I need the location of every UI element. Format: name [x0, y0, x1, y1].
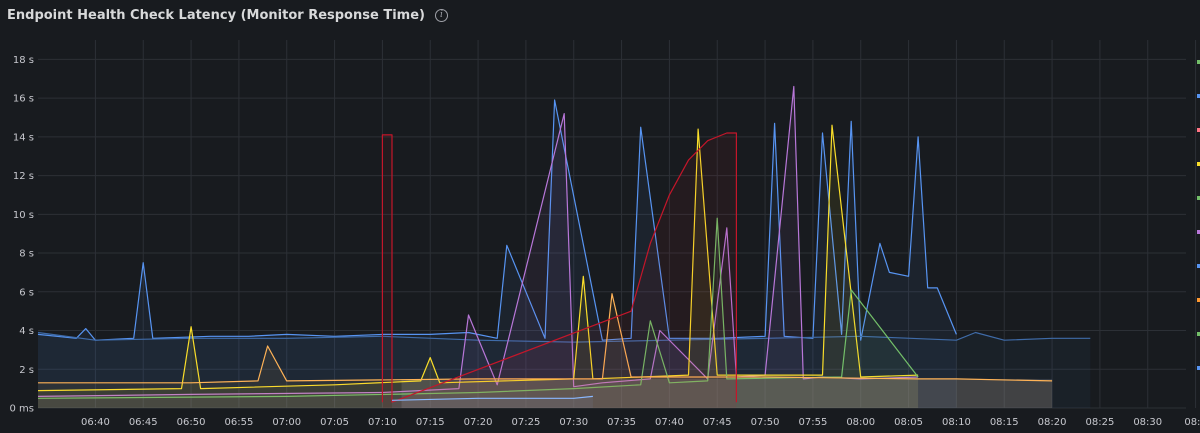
series-area-1: [38, 332, 1091, 408]
floor-band: [401, 378, 1053, 408]
series-line-5[interactable]: [38, 293, 1053, 384]
x-tick-label: 07:35: [607, 417, 636, 428]
info-circle-icon[interactable]: i: [434, 8, 448, 22]
x-axis: 06:40 06:45 06:50 06:55 07:00 07:05 07:10 07:15…: [81, 417, 1200, 428]
x-tick-label: 08:05: [894, 417, 923, 428]
x-tick-label: 08:00: [846, 417, 875, 428]
x-tick-label: 07:50: [751, 417, 780, 428]
grid-lines: [38, 40, 1197, 409]
x-tick-label: 07:00: [272, 417, 301, 428]
legend-marker: [1197, 94, 1200, 98]
floor-band-area: [401, 378, 1053, 408]
x-tick-label: 07:45: [703, 417, 732, 428]
y-tick-label: 18 s: [13, 55, 34, 66]
y-tick-label: 2 s: [19, 365, 34, 376]
legend-marker: [1197, 366, 1200, 370]
y-tick-label: 10 s: [13, 210, 34, 221]
x-tick-label: 07:15: [416, 417, 445, 428]
series-lines: [37, 60, 1200, 408]
series-area-4: [38, 218, 919, 408]
x-tick-label: 08:30: [1133, 417, 1162, 428]
x-tick-label: 07:05: [320, 417, 349, 428]
panel-header: Endpoint Health Check Latency (Monitor R…: [0, 0, 1200, 30]
x-tick-label: 06:55: [224, 417, 253, 428]
x-tick-label: 08:15: [990, 417, 1019, 428]
legend-marker: [1197, 128, 1200, 132]
x-tick-label: 08:25: [1085, 417, 1114, 428]
legend-marker: [1197, 230, 1200, 234]
y-axis: 0 ms 2 s 4 s 6 s 8 s 10 s 12 s 14 s 16 s 18 s: [10, 55, 35, 415]
series-area-2: [38, 86, 919, 408]
x-tick-label: 07:30: [559, 417, 588, 428]
y-tick-label: 8 s: [19, 249, 34, 260]
y-tick-label: 12 s: [13, 171, 34, 182]
x-tick-label: 06:45: [129, 417, 158, 428]
legend-marker: [1197, 196, 1200, 200]
series-line-3[interactable]: [37, 124, 919, 392]
legend-marker: [1197, 162, 1200, 166]
x-tick-label: 07:25: [511, 417, 540, 428]
x-tick-label: 07:10: [368, 417, 397, 428]
series-line-0[interactable]: [37, 99, 957, 341]
y-tick-label: 0 ms: [10, 404, 35, 415]
series-line-7[interactable]: [391, 395, 593, 401]
series-line-4[interactable]: [37, 217, 919, 399]
x-tick-label: 07:40: [655, 417, 684, 428]
series-line-6[interactable]: [381, 132, 737, 403]
x-tick-label: 06:40: [81, 417, 110, 428]
series-area-5: [38, 293, 1053, 408]
time-series-chart[interactable]: 0 ms 2 s 4 s 6 s 8 s 10 s 12 s 14 s 16 s 18 s 06:…: [0, 30, 1200, 433]
y-tick-label: 4 s: [19, 326, 34, 337]
y-tick-label: 6 s: [19, 287, 34, 298]
x-tick-label: 07:55: [798, 417, 827, 428]
x-tick-label: 07:20: [464, 417, 493, 428]
legend-marker: [1197, 298, 1200, 302]
x-tick-label: 08:20: [1038, 417, 1067, 428]
panel-title: Endpoint Health Check Latency (Monitor R…: [7, 7, 425, 23]
x-tick-label: 08:10: [942, 417, 971, 428]
y-tick-label: 14 s: [13, 132, 34, 143]
legend-marker: [1197, 60, 1200, 64]
legend-marker: [1197, 264, 1200, 268]
legend-marker: [1197, 332, 1200, 336]
series-area-6: [382, 133, 737, 408]
x-tick-label: 08:3: [1184, 417, 1200, 428]
series-area-3: [38, 125, 919, 408]
y-tick-label: 16 s: [13, 94, 34, 105]
x-tick-label: 06:50: [177, 417, 206, 428]
